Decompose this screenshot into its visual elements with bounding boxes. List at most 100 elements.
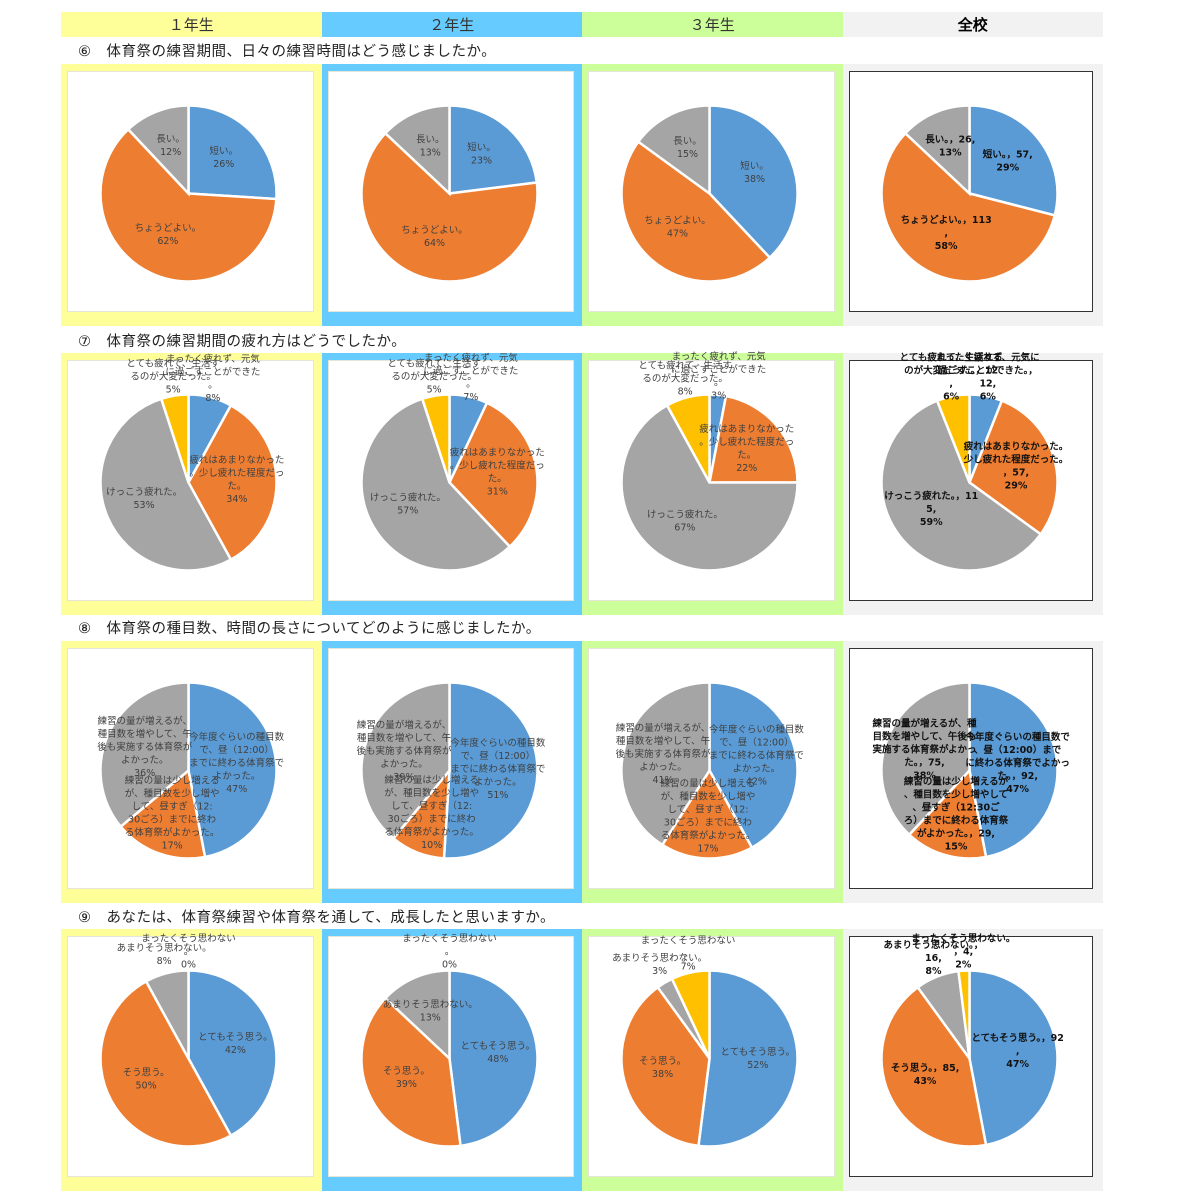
slice-label: 疲れはあまりなかった。少し疲れた程度だった。，57, 29% bbox=[962, 440, 1068, 491]
question-9-title: ⑨ あなたは、体育祭練習や体育祭を通して、成長したと思いますか。 bbox=[78, 910, 556, 926]
slice-label: 練習の量が増えるが、種目数を増やして、午後も実施する体育祭がよかった。 36% bbox=[97, 715, 193, 779]
pie-slice-gray bbox=[879, 681, 971, 837]
slice-label: まったく疲れず、元気に過ごすことができた。 3% bbox=[671, 350, 766, 401]
pie-slice-gray bbox=[144, 969, 190, 1060]
slice-label: とてもそう思う。 52% bbox=[721, 1047, 795, 1071]
chart-q8-grade3: 今年度ぐらいの種目数で、昼（12:00）までに終わる体育祭でよかった。 42% 練習… bbox=[588, 648, 835, 889]
header-grade-1: １年生 bbox=[61, 12, 322, 37]
slice-label: 短い。 38% bbox=[740, 160, 769, 185]
pie-slice-orange bbox=[906, 767, 987, 860]
pie-slice-orange bbox=[620, 985, 711, 1148]
slice-label: 長い。 15% bbox=[673, 136, 702, 160]
pie-slice-gray bbox=[383, 969, 451, 1062]
pie-slice-blue bbox=[447, 969, 539, 1148]
pie-slice-gray bbox=[359, 681, 451, 841]
pie-slice-gray bbox=[99, 681, 190, 829]
slice-label: そう思う。，85, 43% bbox=[890, 1063, 959, 1087]
slice-label: 長い。 12% bbox=[156, 134, 185, 158]
chart-q6-grade1: 短い。 26% ちょうどよい。 62% 長い。 12% bbox=[67, 71, 314, 312]
pie-slice-blue bbox=[187, 104, 278, 201]
slice-label: とても疲れて、生活するのが大変だった。 5% bbox=[126, 358, 219, 396]
pie-slice-blue bbox=[442, 681, 539, 860]
slice-label: 今年度ぐらいの種目数で、昼（12:00）までに終わる体育祭でよかった。，92, 4… bbox=[964, 731, 1070, 795]
slice-label: とてもそう思う。 42% bbox=[198, 1032, 272, 1056]
pie-slice-blue bbox=[447, 104, 538, 195]
pie-chart: 短い。 38% ちょうどよい。 47% 長い。 15% bbox=[620, 104, 799, 283]
pie-slice-orange bbox=[707, 394, 799, 484]
pie-slice-orange bbox=[99, 127, 278, 283]
question-8-band: 今年度ぐらいの種目数で、昼（12:00）までに終わる体育祭でよかった。 47% 練習… bbox=[61, 641, 1103, 903]
chart-q7-grade3: まったく疲れず、元気に過ごすことができた。 3% 疲れはあまりなかった。少し疲れた程… bbox=[588, 350, 835, 601]
chart-q6-grade3: 短い。 38% ちょうどよい。 47% 長い。 15% bbox=[588, 71, 835, 312]
pie-slice-yellow bbox=[934, 393, 971, 483]
pie-chart: とてもそう思う。 48% そう思う。 39% あまりそう思わない。 13% まったくそう思わ… bbox=[359, 934, 539, 1148]
pie-slice-blue bbox=[187, 969, 278, 1138]
slice-label: とても疲れて、生活するのが大変だった。 5% bbox=[387, 358, 480, 396]
pie-chart: まったく疲れず、元気に過ごすことができた。， 12, 6% 疲れはあまりなかった。少し… bbox=[879, 352, 1068, 572]
pie-slice-orange bbox=[447, 401, 539, 549]
pie-slice-orange bbox=[359, 131, 539, 283]
pie-chart: まったく疲れず、元気に過ごすことができた。 7% 疲れはあまりなかった。少し疲れた程… bbox=[359, 352, 544, 572]
pie-chart: 今年度ぐらいの種目数で、昼（12:00）までに終わる体育祭でよかった。 42%練習… bbox=[616, 681, 805, 860]
pie-slice-gray bbox=[636, 104, 711, 196]
chart-q7-all: まったく疲れず、元気に過ごすことができた。， 12, 6% 疲れはあまりなかった。少し… bbox=[848, 352, 1093, 601]
pie-chart: 短い。 26% ちょうどよい。 62% 長い。 12% bbox=[99, 104, 278, 283]
slice-label: 疲れはあまりなかった。少し疲れた程度だった。 34% bbox=[189, 454, 284, 505]
slice-label: 練習の量は少し増えるが、種目数を少し増やして、昼すぎ（12:30ごろ）までに終わ… bbox=[661, 777, 756, 854]
pie-slice-gray bbox=[879, 399, 1042, 572]
slice-label: とてもそう思う。 48% bbox=[460, 1041, 534, 1065]
pie-slice-blue bbox=[697, 969, 799, 1148]
pie-chart: とてもそう思う。，92, 47% そう思う。，85, 43% あまりそう思わない。， 16… bbox=[879, 933, 1063, 1148]
slice-label: まったく疲れず、元気に過ごすことができた。， 12, 6% bbox=[936, 352, 1039, 403]
slice-label: あまりそう思わない。 3% bbox=[612, 953, 707, 977]
pie-slice-orange bbox=[967, 399, 1059, 536]
pie-chart: とてもそう思う。 42% そう思う。 50% あまりそう思わない。 8%まったくそう思わな… bbox=[99, 934, 278, 1148]
pie-slice-orange bbox=[99, 979, 233, 1148]
pie-slice-yellow bbox=[670, 969, 711, 1060]
slice-label: ちょうどよい。 62% bbox=[135, 223, 202, 247]
chart-q7-grade2: まったく疲れず、元気に過ごすことができた。 7% 疲れはあまりなかった。少し疲れた程… bbox=[327, 352, 574, 601]
slice-label: とてもそう思う。，92, 47% bbox=[971, 1033, 1063, 1070]
slice-label: 短い。，57, 29% bbox=[982, 148, 1032, 173]
question-6-title: ⑥ 体育祭の練習期間、日々の練習時間はどう感じましたか。 bbox=[78, 44, 497, 60]
slice-label: 疲れはあまりなかった。少し疲れた程度だった。 31% bbox=[449, 446, 544, 497]
pie-slice-orange bbox=[118, 768, 207, 860]
pie-chart: 今年度ぐらいの種目数で、昼（12:00）までに終わる体育祭でよかった。，92, 4… bbox=[872, 681, 1070, 860]
slice-label: けっこう疲れた。 57% bbox=[369, 492, 445, 517]
question-7-band: まったく疲れず、元気に過ごすことができた。 8% 疲れはあまりなかった。少し疲れた程… bbox=[61, 350, 1103, 615]
chart-q6-all: 短い。，57, 29% ちょうどよい。，113, 58% 長い。，26, 13% bbox=[848, 71, 1093, 312]
pie-chart: 今年度ぐらいの種目数で、昼（12:00）までに終わる体育祭でよかった。 51%練習… bbox=[356, 681, 546, 860]
pie-slice-yellow bbox=[665, 393, 711, 484]
slice-label: まったくそう思わない。 0% bbox=[141, 934, 236, 971]
question-9-band: とてもそう思う。 42% そう思う。 50% あまりそう思わない。 8% まったくそう思わな… bbox=[61, 929, 1103, 1191]
pie-slice-orange bbox=[879, 131, 1056, 283]
slice-label: 今年度ぐらいの種目数で、昼（12:00）までに終わる体育祭でよかった。 47% bbox=[189, 731, 285, 795]
pie-slice-blue bbox=[967, 104, 1059, 217]
pie-slice-blue bbox=[708, 104, 799, 260]
slice-label: そう思う。 50% bbox=[123, 1067, 170, 1091]
chart-q8-grade2: 今年度ぐらいの種目数で、昼（12:00）までに終わる体育祭でよかった。 51% 練習… bbox=[327, 648, 574, 889]
pie-slice-orange bbox=[620, 140, 772, 283]
slice-label: 今年度ぐらいの種目数で、昼（12:00）までに終わる体育祭でよかった。 51% bbox=[450, 737, 546, 801]
slice-label: 練習の量は少し増えるが、種目数を少し増やして、昼すぎ（12:30ごろ）までに終わ… bbox=[384, 774, 479, 851]
slice-label: まったく疲れず、元気に過ごすことができた。 7% bbox=[423, 352, 518, 403]
pie-slice-gray bbox=[620, 681, 711, 847]
group-header-row: １年生 ２年生 ３年生 全校 bbox=[61, 12, 1103, 37]
pie-slice-gray bbox=[620, 403, 799, 572]
pie-slice-blue bbox=[187, 681, 278, 859]
slice-label: ちょうどよい。，113, 58% bbox=[900, 214, 991, 252]
slice-label: そう思う。 38% bbox=[639, 1056, 686, 1080]
pie-slice-orange bbox=[660, 768, 754, 860]
pie-chart: まったく疲れず、元気に過ごすことができた。 8% 疲れはあまりなかった。少し疲れた程… bbox=[99, 353, 284, 572]
chart-q9-all: とてもそう思う。，92, 47% そう思う。，85, 43% あまりそう思わない。， 16… bbox=[848, 933, 1093, 1177]
pie-slice-yellow bbox=[420, 393, 451, 483]
pie-slice-blue bbox=[967, 969, 1059, 1147]
slice-label: 長い。 13% bbox=[416, 135, 445, 159]
slice-label: けっこう疲れた。，11 5, 59% bbox=[884, 490, 978, 528]
pie-slice-gray bbox=[359, 397, 512, 572]
slice-label: 今年度ぐらいの種目数で、昼（12:00）までに終わる体育祭でよかった。 42% bbox=[709, 723, 805, 787]
chart-q9-grade2: とてもそう思う。 48% そう思う。 39% あまりそう思わない。 13% まったくそう思わ… bbox=[327, 934, 574, 1177]
chart-q9-grade1: とてもそう思う。 42% そう思う。 50% あまりそう思わない。 8% まったくそう思わな… bbox=[67, 934, 314, 1177]
slice-label: 練習の量が増えるが、種目数を増やして、午後も実施する体育祭がよかった。 41% bbox=[616, 722, 712, 786]
slice-label: そう思う。 39% bbox=[382, 1066, 429, 1090]
